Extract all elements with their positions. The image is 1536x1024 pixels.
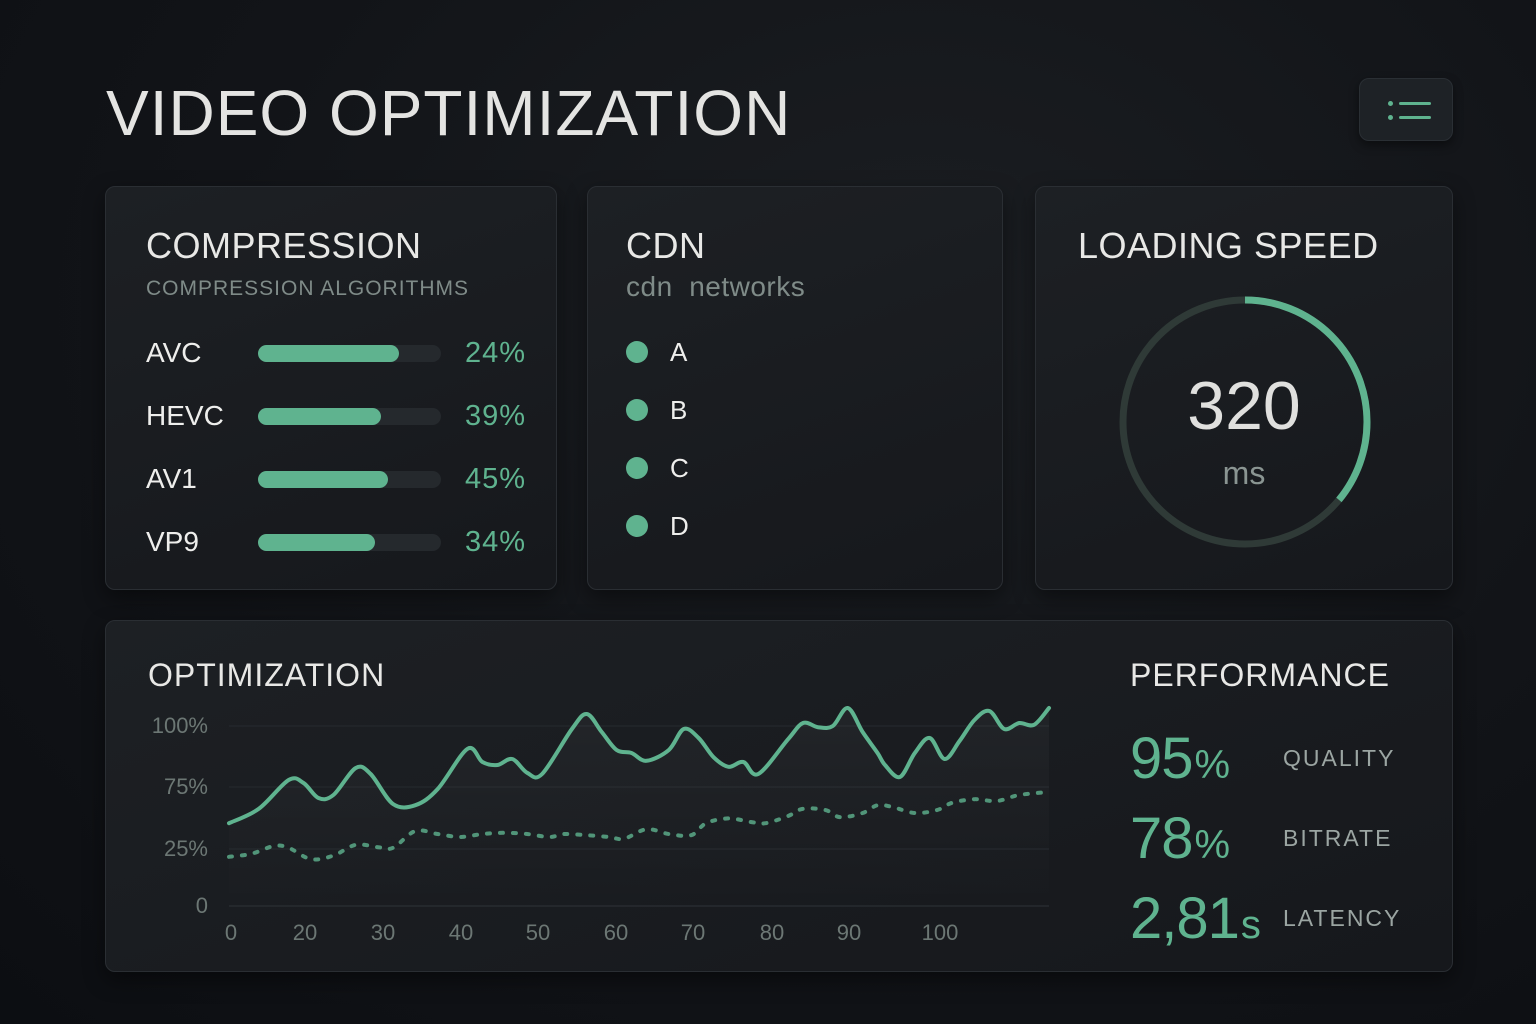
codec-name: VP9	[146, 526, 199, 557]
codec-name: AVC	[146, 337, 202, 368]
codec-progress-track	[258, 534, 441, 551]
x-axis-tick: 30	[370, 920, 396, 945]
cdn-item-label: C	[670, 452, 689, 483]
status-dot-icon	[626, 341, 648, 363]
compression-subtitle: COMPRESSION ALGORITHMS	[146, 277, 470, 300]
y-axis-tick: 100%	[151, 713, 208, 738]
cdn-item-d[interactable]: D	[626, 511, 689, 541]
menu-button[interactable]	[1359, 78, 1453, 141]
optimization-card: OPTIMIZATION 100% 75% 25% 0 0 20 30 40 50 60 70 80 9…	[105, 620, 1453, 972]
compression-row-avc: AVC 24%	[146, 337, 526, 369]
compression-row-av1: AV1 45%	[146, 463, 526, 495]
x-axis-tick: 60	[603, 920, 629, 945]
chart-series-secondary	[227, 790, 1051, 862]
cdn-item-label: D	[670, 510, 689, 541]
cdn-item-c[interactable]: C	[626, 453, 689, 483]
loading-speed-value: 320	[1187, 368, 1301, 444]
cdn-card: CDN cdn networks A B C D	[587, 186, 1003, 590]
codec-progress-fill	[258, 534, 376, 551]
page-title: VIDEO OPTIMIZATION	[106, 77, 792, 149]
codec-percent: 45%	[464, 463, 526, 495]
x-axis-tick: 0	[224, 920, 238, 945]
compression-title: COMPRESSION	[146, 225, 422, 266]
cdn-subtitle: cdn networks	[626, 271, 806, 302]
codec-name: HEVC	[146, 400, 224, 431]
loading-speed-card: LOADING SPEED 320 ms	[1035, 186, 1453, 590]
x-axis-tick: 70	[680, 920, 706, 945]
codec-progress-track	[258, 408, 441, 425]
codec-percent: 39%	[464, 400, 526, 432]
compression-row-hevc: HEVC 39%	[146, 400, 526, 432]
chart-series-primary	[227, 706, 1051, 826]
y-axis-tick: 75%	[163, 774, 208, 799]
optimization-line-chart	[227, 706, 1051, 907]
y-axis-tick: 0	[195, 893, 208, 918]
x-axis-tick: 80	[759, 920, 785, 945]
loading-speed-unit: ms	[1222, 455, 1266, 491]
loading-speed-gauge	[1119, 296, 1371, 548]
loading-speed-title: LOADING SPEED	[1078, 225, 1379, 266]
performance-title: PERFORMANCE	[1130, 657, 1390, 693]
cdn-item-label: B	[670, 394, 688, 425]
status-dot-icon	[626, 515, 648, 537]
y-axis-tick: 25%	[163, 836, 208, 861]
x-axis-tick: 40	[448, 920, 474, 945]
x-axis-tick: 90	[836, 920, 862, 945]
metric-bitrate-value: 78%	[1130, 806, 1230, 871]
codec-progress-track	[258, 345, 441, 362]
codec-progress-fill	[258, 408, 381, 425]
metric-bitrate-label: BITRATE	[1283, 825, 1393, 851]
x-axis-tick: 50	[525, 920, 551, 945]
x-axis-tick: 20	[292, 920, 318, 945]
cdn-item-b[interactable]: B	[626, 395, 687, 425]
codec-progress-track	[258, 471, 441, 488]
metric-quality-label: QUALITY	[1283, 745, 1396, 771]
status-dot-icon	[626, 457, 648, 479]
compression-card: COMPRESSION COMPRESSION ALGORITHMS AVC 2…	[105, 186, 557, 590]
metric-latency-label: LATENCY	[1283, 905, 1402, 931]
codec-progress-fill	[258, 345, 399, 362]
codec-percent: 34%	[464, 526, 526, 558]
x-axis-tick: 100	[921, 920, 959, 945]
codec-name: AV1	[146, 463, 197, 494]
cdn-title: CDN	[626, 225, 706, 266]
metric-quality-value: 95%	[1130, 726, 1230, 791]
codec-percent: 24%	[464, 337, 526, 369]
codec-progress-fill	[258, 471, 388, 488]
compression-row-vp9: VP9 34%	[146, 526, 526, 558]
optimization-title: OPTIMIZATION	[148, 657, 386, 693]
cdn-item-label: A	[670, 336, 688, 367]
cdn-item-a[interactable]: A	[626, 337, 687, 367]
metric-latency-value: 2,81s	[1130, 886, 1261, 951]
status-dot-icon	[626, 399, 648, 421]
